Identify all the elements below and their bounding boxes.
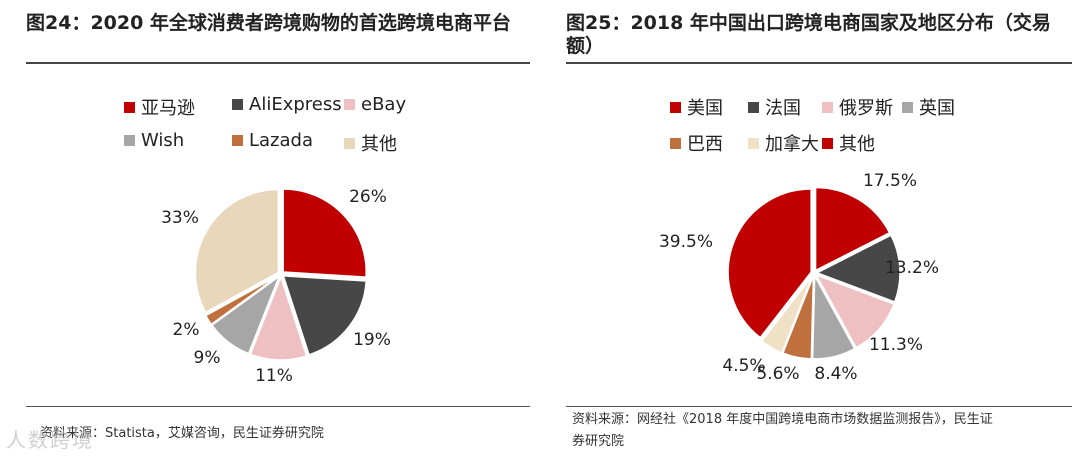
legend-swatch (822, 101, 833, 113)
legend-swatch (344, 137, 355, 149)
slice-data-label: 13.2% (885, 258, 939, 278)
source-note: 资料来源：Statista，艾媒咨询，民生证券研究院 (40, 426, 324, 441)
legend-label: 法国 (765, 98, 801, 119)
chart-title: 图24：2020 年全球消费者跨境购物的首选跨境电商平台 (26, 12, 511, 34)
legend-swatch (232, 99, 243, 110)
legend-label: 其他 (839, 134, 875, 155)
pie-slice (815, 234, 901, 303)
legend-swatch (670, 101, 681, 113)
source-divider (26, 406, 530, 407)
pie-slice (282, 188, 367, 278)
legend-item: 加拿大 (748, 130, 819, 156)
legend-item: 其他 (344, 130, 397, 156)
pie-chart: 26% 19% 11% 9% 2% 33% (161, 187, 391, 386)
source-note-line-1: 资料来源：网经社《2018 年度中国跨境电商市场数据监测报告》，民生证 (572, 412, 993, 427)
title-divider (566, 62, 1072, 64)
pie-slice (194, 188, 280, 314)
legend-swatch (124, 135, 135, 146)
source-note-line-2: 券研究院 (572, 434, 625, 449)
pie-chart: 17.5% 13.2% 11.3% 8.4% 5.6%4.5% 39.5% (659, 171, 939, 384)
left-chart-panel: 图24：2020 年全球消费者跨境购物的首选跨境电商平台 亚马逊 AliExpre… (26, 12, 530, 441)
slice-data-label: 2% (173, 320, 200, 340)
chart-title: 图25：2018 年中国出口跨境电商国家及地区分布（交易额） (566, 12, 1051, 57)
legend-label: 美国 (687, 98, 723, 119)
pie-slice (210, 274, 281, 355)
pie-slice (811, 273, 856, 360)
legend-swatch (670, 137, 681, 149)
slice-data-label: 4.5% (722, 356, 765, 376)
legend-label: 英国 (919, 98, 955, 119)
pie-slice (727, 188, 812, 339)
legend-swatch (232, 135, 243, 146)
legend-item: eBay (344, 94, 406, 115)
legend-swatch (902, 101, 913, 113)
slice-data-label: 8.4% (814, 364, 857, 384)
legend-label: 其他 (361, 134, 397, 155)
pie-slice (760, 275, 814, 354)
slice-data-label: 17.5% (863, 171, 917, 191)
slice-data-label: 26% (349, 187, 387, 207)
legend-item: Lazada (232, 130, 313, 151)
slice-data-label: 39.5% (659, 232, 713, 252)
pie-slice (249, 274, 308, 361)
legend-item: 美国 (670, 94, 723, 120)
legend-swatch (344, 99, 355, 110)
legend-label: 巴西 (687, 134, 723, 155)
pie-slice (814, 186, 891, 272)
legend-item: 英国 (902, 94, 955, 120)
legend-item: AliExpress (232, 94, 342, 115)
legend-label: Wish (141, 130, 185, 151)
legend-label: 加拿大 (765, 134, 819, 155)
slice-data-label: 9% (194, 348, 221, 368)
source-divider (566, 406, 1072, 407)
legend-item: 亚马逊 (124, 94, 195, 120)
pie-slice (282, 275, 368, 356)
slice-data-label: 19% (353, 330, 391, 350)
pie-slice (781, 275, 815, 360)
legend-label: 亚马逊 (141, 98, 195, 119)
legend-swatch (748, 101, 759, 113)
legend-item: 法国 (748, 94, 801, 120)
legend-swatch (822, 137, 833, 149)
slice-data-label: 11% (255, 366, 293, 386)
slice-data-label: 5.6% (756, 364, 799, 384)
pie-slice (814, 273, 895, 349)
legend-label: Lazada (249, 130, 313, 151)
legend-label: eBay (361, 94, 407, 115)
slice-data-label: 11.3% (869, 335, 923, 355)
legend-item: 巴西 (670, 130, 723, 156)
legend-item: 其他 (822, 130, 875, 156)
watermark-text: 人数跨境 (6, 428, 94, 452)
legend-label: AliExpress (249, 94, 342, 115)
legend-item: 俄罗斯 (822, 94, 893, 120)
slice-data-label: 33% (161, 208, 199, 228)
pie-slice (204, 274, 279, 326)
right-chart-panel: 图25：2018 年中国出口跨境电商国家及地区分布（交易额） 美国 法国 俄罗斯 英国… (540, 0, 1080, 463)
legend-swatch (748, 137, 759, 149)
legend-swatch (124, 101, 135, 113)
legend-label: 俄罗斯 (839, 98, 893, 119)
legend-item: Wish (124, 130, 184, 151)
title-divider (26, 62, 530, 64)
